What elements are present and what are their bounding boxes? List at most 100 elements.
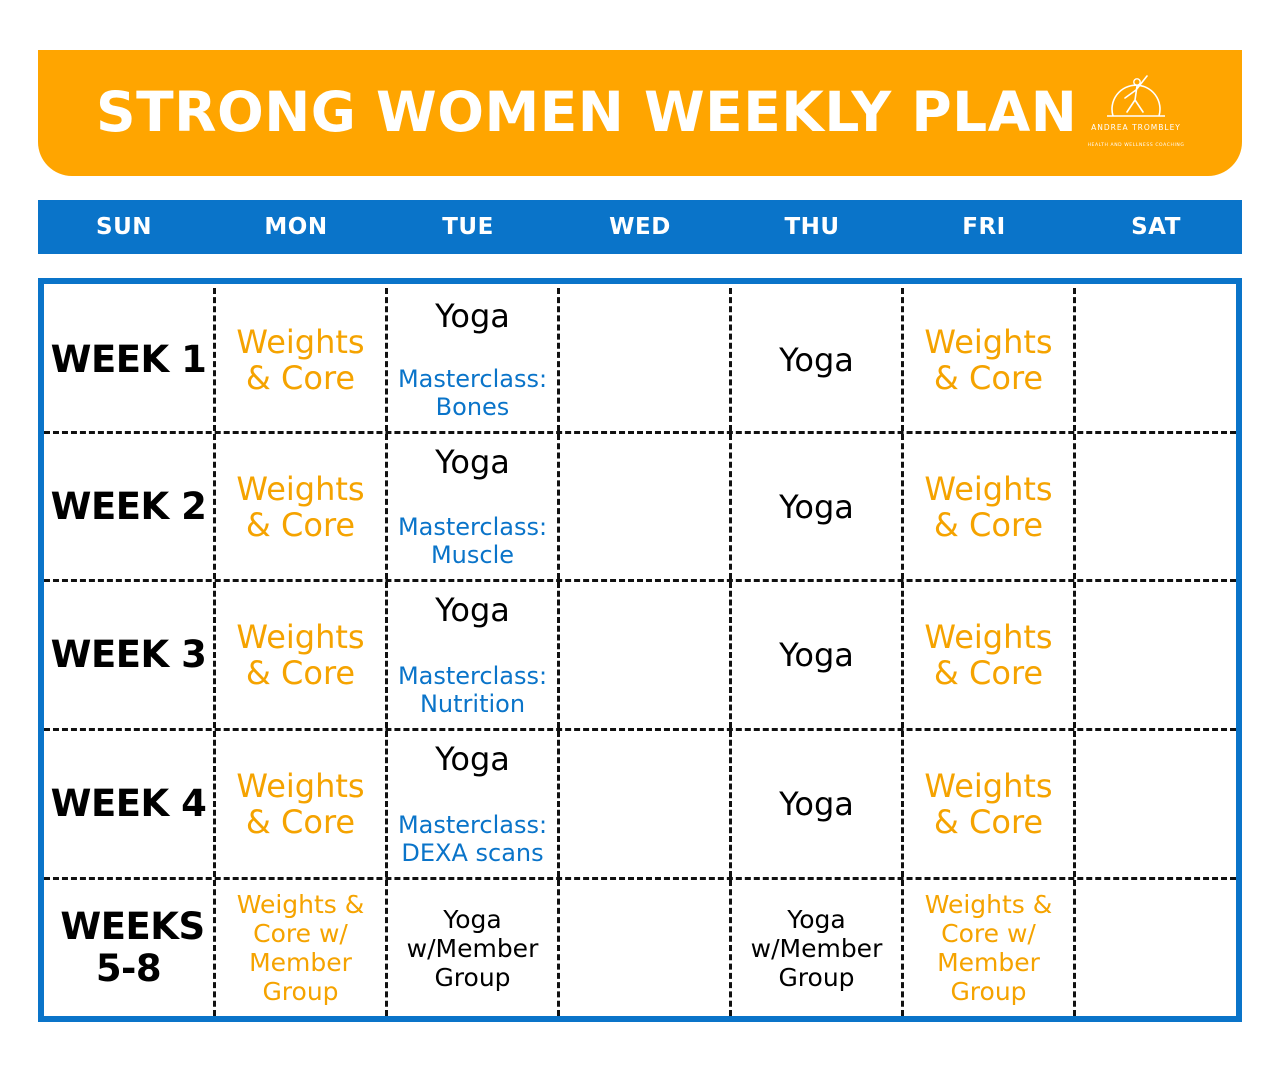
activity-line: Weights & xyxy=(236,890,365,919)
weeks-5-8-row: WEEKS 5-8 Weights & Core w/ Member Group… xyxy=(44,880,1236,1016)
day-fri: FRI xyxy=(962,214,1006,240)
activity-line: Core w/ xyxy=(941,919,1036,948)
activity-yoga: Yoga xyxy=(435,591,510,629)
week-row: WEEK 2 Weights & Core Yoga Masterclass: … xyxy=(44,434,1236,582)
wednesday-cell xyxy=(560,288,732,431)
activity-line: Member xyxy=(249,948,352,977)
activity-line: Group xyxy=(262,977,339,1006)
week-label-cell: WEEK 3 xyxy=(44,582,216,728)
masterclass-topic: Nutrition xyxy=(419,690,526,718)
friday-cell: Weights & Core xyxy=(904,582,1076,728)
activity-yoga: Yoga xyxy=(779,340,854,379)
tuesday-cell: Yoga Masterclass: DEXA scans xyxy=(388,731,560,877)
week-label: WEEK 3 xyxy=(50,633,207,676)
monday-cell: Weights & Core xyxy=(216,288,388,431)
activity-line: Group xyxy=(434,962,511,992)
masterclass: Masterclass: Nutrition xyxy=(388,662,557,718)
activity-line: & Core xyxy=(933,803,1044,841)
saturday-cell xyxy=(1076,582,1236,728)
activity-line: Group xyxy=(778,962,855,992)
weekday-header: SUN MON TUE WED THU FRI SAT xyxy=(38,200,1242,254)
day-sat: SAT xyxy=(1131,214,1181,240)
activity-line: Weights xyxy=(924,322,1053,361)
monday-cell: Weights & Core xyxy=(216,731,388,877)
activity-line: w/Member xyxy=(406,933,539,963)
saturday-cell xyxy=(1076,731,1236,877)
saturday-cell xyxy=(1076,434,1236,579)
activity-yoga: Yoga xyxy=(435,443,510,481)
thursday-cell: Yoga xyxy=(732,582,904,728)
friday-cell: Weights & Core xyxy=(904,434,1076,579)
day-wed: WED xyxy=(609,214,671,240)
week-label: WEEK 1 xyxy=(50,337,207,381)
saturday-cell xyxy=(1076,288,1236,431)
week-label-cell: WEEK 1 xyxy=(44,288,216,431)
activity-line: & Core xyxy=(245,803,356,841)
activity-line: Yoga xyxy=(443,904,502,934)
week-label-cell: WEEK 4 xyxy=(44,731,216,877)
activity-yoga: Yoga xyxy=(435,297,510,335)
yoga-pose-logo-icon xyxy=(1107,75,1165,117)
friday-cell: Weights & Core xyxy=(904,288,1076,431)
thursday-cell: Yoga xyxy=(732,288,904,431)
tuesday-cell: Yoga Masterclass: Bones xyxy=(388,288,560,431)
masterclass-label: Masterclass: xyxy=(397,513,548,541)
activity-line: Weights xyxy=(236,322,365,361)
masterclass-topic: Bones xyxy=(435,393,510,421)
activity-line: Weights xyxy=(924,469,1053,508)
friday-cell: Weights & Core w/ Member Group xyxy=(904,880,1076,1016)
activity-line: Weights xyxy=(236,618,365,656)
activity-line: Weights xyxy=(924,618,1053,656)
wednesday-cell xyxy=(560,731,732,877)
logo-name: ANDREA TROMBLEY xyxy=(1091,123,1181,132)
activity-line: & Core xyxy=(933,358,1044,397)
activity-line: Core w/ xyxy=(253,919,348,948)
activity-line: & Core xyxy=(245,505,356,544)
week-label-cell: WEEKS 5-8 xyxy=(44,880,216,1016)
friday-cell: Weights & Core xyxy=(904,731,1076,877)
day-sun: SUN xyxy=(96,214,152,240)
saturday-cell xyxy=(1076,880,1236,1016)
activity-line: & Core xyxy=(933,654,1044,692)
activity-line: & Core xyxy=(245,358,356,397)
tuesday-cell: Yoga Masterclass: Muscle xyxy=(388,434,560,579)
masterclass: Masterclass: DEXA scans xyxy=(388,811,557,867)
thursday-cell: Yoga xyxy=(732,731,904,877)
activity-yoga: Yoga xyxy=(779,636,854,674)
activity-line: w/Member xyxy=(750,933,883,963)
week-label: WEEK 4 xyxy=(50,782,207,825)
logo-tagline: HEALTH AND WELLNESS COACHING xyxy=(1087,143,1185,148)
tuesday-cell: Yoga w/Member Group xyxy=(388,880,560,1016)
tuesday-cell: Yoga Masterclass: Nutrition xyxy=(388,582,560,728)
activity-line: Yoga xyxy=(787,904,846,934)
activity-line: Weights & xyxy=(924,890,1053,919)
schedule-grid: WEEK 1 Weights & Core Yoga Masterclass: … xyxy=(38,278,1242,1022)
activity-line: Weights xyxy=(236,469,365,508)
activity-yoga: Yoga xyxy=(779,785,854,823)
wednesday-cell xyxy=(560,582,732,728)
week-row: WEEK 4 Weights & Core Yoga Masterclass: … xyxy=(44,731,1236,880)
masterclass-label: Masterclass: xyxy=(397,365,548,393)
masterclass-topic: Muscle xyxy=(430,541,515,569)
page-title: STRONG WOMEN WEEKLY PLAN xyxy=(96,80,1078,144)
day-thu: THU xyxy=(784,214,840,240)
brand-logo: ANDREA TROMBLEY HEALTH AND WELLNESS COAC… xyxy=(1084,68,1188,156)
masterclass-topic: DEXA scans xyxy=(401,839,544,867)
week-label-line: 5-8 xyxy=(95,947,162,990)
monday-cell: Weights & Core xyxy=(216,582,388,728)
wednesday-cell xyxy=(560,880,732,1016)
week-label-line: WEEKS xyxy=(60,905,205,948)
activity-line: Weights xyxy=(924,767,1053,805)
wednesday-cell xyxy=(560,434,732,579)
masterclass-label: Masterclass: xyxy=(397,662,548,690)
week-row: WEEK 3 Weights & Core Yoga Masterclass: … xyxy=(44,582,1236,731)
day-mon: MON xyxy=(264,214,328,240)
masterclass-label: Masterclass: xyxy=(397,811,548,839)
activity-line: & Core xyxy=(933,505,1044,544)
day-tue: TUE xyxy=(442,214,494,240)
activity-line: Group xyxy=(950,977,1027,1006)
week-label: WEEK 2 xyxy=(50,484,207,528)
activity-line: & Core xyxy=(245,654,356,692)
week-label-cell: WEEK 2 xyxy=(44,434,216,579)
masterclass: Masterclass: Bones xyxy=(388,365,557,421)
